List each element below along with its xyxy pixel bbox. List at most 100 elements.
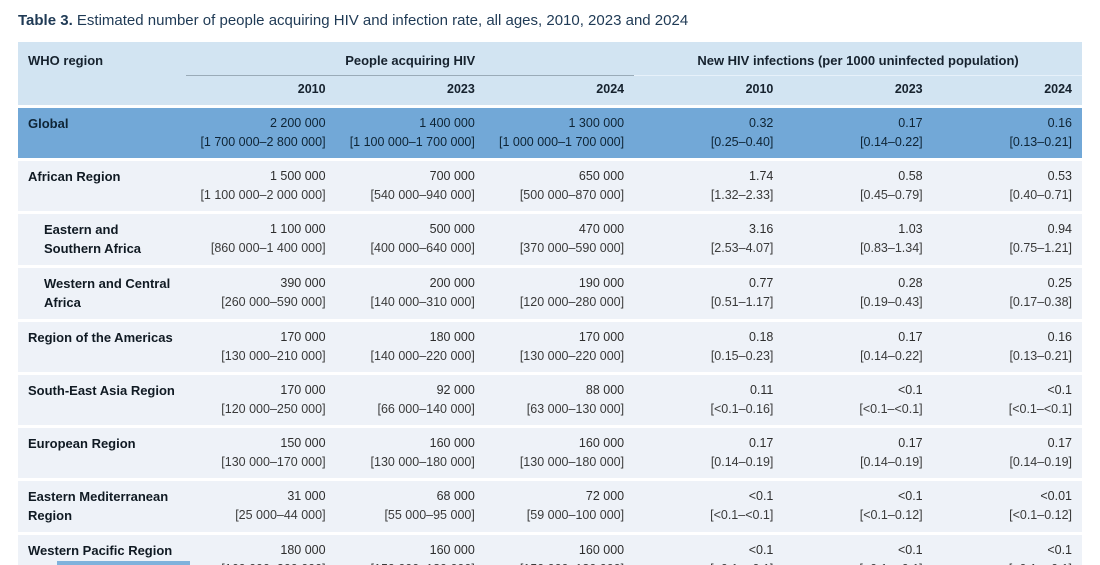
estimate-value: 3.16 (749, 222, 774, 236)
estimate-value: 1 100 000 (269, 222, 326, 236)
value-cell: 1.74 [1.32–2.33] (634, 158, 784, 213)
estimate-range: [63 000–130 000] (526, 402, 625, 416)
table-title: Table 3. Estimated number of people acqu… (18, 12, 1082, 29)
estimate-range: [59 000–100 000] (526, 508, 625, 522)
value-cell: 88 000 [63 000–130 000] (484, 372, 635, 427)
value-cell: 170 000 [120 000–250 000] (186, 372, 336, 427)
estimate-value: <0.01 (1040, 489, 1072, 503)
value-cell: 72 000 [59 000–100 000] (484, 478, 635, 534)
region-name: Eastern Mediterranean Region (18, 478, 187, 534)
estimate-value: 0.17 (898, 330, 923, 344)
value-cell: 170 000 [130 000–210 000] (186, 319, 336, 374)
estimate-range: [120 000–250 000] (221, 402, 326, 416)
estimate-range: [<0.1–0.16] (710, 402, 774, 416)
value-cell: 470 000 [370 000–590 000] (484, 211, 635, 267)
region-name: African Region (18, 158, 187, 213)
estimate-range: [400 000–640 000] (370, 241, 475, 255)
estimate-value: 160 000 (429, 543, 475, 557)
estimate-value: 160 000 (429, 436, 475, 450)
region-name: Western Pacific Region (18, 532, 187, 565)
value-cell: 3.16 [2.53–4.07] (634, 211, 784, 267)
estimate-range: [0.75–1.21] (1009, 241, 1072, 255)
estimate-range: [66 000–140 000] (377, 402, 475, 416)
estimate-value: 150 000 (280, 436, 326, 450)
estimate-range: [140 000–220 000] (370, 349, 475, 363)
value-cell: 2 200 000 [1 700 000–2 800 000] (186, 105, 336, 160)
estimate-value: 0.11 (749, 383, 774, 397)
estimate-range: [<0.1–<0.1] (644, 560, 773, 565)
estimate-value: 1.74 (749, 169, 774, 183)
estimate-value: 160 000 (578, 436, 625, 450)
estimate-value: <0.1 (748, 489, 774, 503)
estimate-value: 0.53 (1047, 169, 1072, 183)
estimate-value: 180 000 (429, 330, 475, 344)
value-cell: 1 100 000 [860 000–1 400 000] (186, 211, 336, 267)
value-cell: 160 000 [150 000–180 000] (484, 532, 635, 565)
estimate-range: [0.83–1.34] (860, 241, 923, 255)
value-cell: 700 000 [540 000–940 000] (335, 158, 485, 213)
estimate-value: 0.17 (1047, 436, 1072, 450)
estimate-range: [<0.1–<0.1] (710, 508, 774, 522)
table-row: European Region 150 000 [130 000–170 000] 1… (18, 425, 1082, 480)
estimate-range: [130 000–180 000] (370, 455, 475, 469)
estimate-value: 88 000 (585, 383, 625, 397)
value-cell: 1 500 000 [1 100 000–2 000 000] (186, 158, 336, 213)
estimate-range: [0.14–0.19] (710, 455, 774, 469)
estimate-range: [150 000–180 000] (346, 560, 475, 565)
estimate-range: [0.19–0.43] (860, 295, 923, 309)
estimate-range: [0.40–0.71] (1009, 188, 1072, 202)
estimate-value: 160 000 (578, 543, 625, 557)
value-cell: 200 000 [140 000–310 000] (335, 265, 485, 321)
estimate-range: [2.53–4.07] (710, 241, 774, 255)
value-cell: 31 000 [25 000–44 000] (186, 478, 336, 534)
estimate-value: 700 000 (429, 169, 475, 183)
estimate-range: [0.14–0.22] (860, 349, 923, 363)
year-header: 2010 (186, 75, 336, 107)
estimate-range: [860 000–1 400 000] (210, 241, 326, 255)
value-cell: 190 000 [120 000–280 000] (484, 265, 635, 321)
year-header: 2024 (484, 75, 635, 107)
year-header: 2024 (932, 75, 1082, 107)
value-cell: 500 000 [400 000–640 000] (335, 211, 485, 267)
estimate-value: 2 200 000 (269, 116, 326, 130)
value-cell: 180 000 [140 000–220 000] (335, 319, 485, 374)
year-header: 2010 (634, 75, 784, 107)
estimate-range: [25 000–44 000] (235, 508, 326, 522)
value-cell: <0.1 [<0.1–<0.1] (932, 372, 1082, 427)
group-header-people-acquiring-hiv: People acquiring HIV (186, 42, 635, 76)
estimate-range: [0.13–0.21] (1009, 135, 1072, 149)
estimate-range: [260 000–590 000] (221, 295, 326, 309)
estimate-value: 92 000 (436, 383, 475, 397)
estimate-range: [150 000–180 000] (495, 560, 624, 565)
estimate-value: 0.25 (1047, 276, 1072, 290)
estimate-value: <0.1 (897, 383, 923, 397)
value-cell: 0.32 [0.25–0.40] (634, 105, 784, 160)
value-cell: 1 400 000 [1 100 000–1 700 000] (335, 105, 485, 160)
table-row: African Region 1 500 000 [1 100 000–2 000 … (18, 158, 1082, 213)
value-cell: 170 000 [130 000–220 000] (484, 319, 635, 374)
estimate-value: 0.18 (749, 330, 774, 344)
value-cell: <0.1 [<0.1–0.12] (783, 478, 933, 534)
estimate-range: [0.45–0.79] (860, 188, 923, 202)
estimate-value: 650 000 (578, 169, 625, 183)
region-name: Eastern and Southern Africa (18, 211, 187, 267)
estimate-value: <0.1 (748, 543, 774, 557)
estimate-range: [0.13–0.21] (1009, 349, 1072, 363)
estimate-value: 0.17 (749, 436, 774, 450)
estimate-range: [130 000–220 000] (519, 349, 625, 363)
value-cell: 0.17 [0.14–0.22] (783, 319, 933, 374)
value-cell: 160 000 [150 000–180 000] (335, 532, 485, 565)
estimate-range: [1 100 000–1 700 000] (349, 135, 475, 149)
value-cell: 0.17 [0.14–0.22] (783, 105, 933, 160)
estimate-value: 31 000 (287, 489, 326, 503)
value-cell: 0.11 [<0.1–0.16] (634, 372, 784, 427)
estimate-range: [0.15–0.23] (710, 349, 774, 363)
estimate-range: [0.17–0.38] (1009, 295, 1072, 309)
estimate-range: [160 000–200 000] (196, 560, 325, 565)
estimate-value: 0.17 (898, 436, 923, 450)
table-header: WHO region People acquiring HIV New HIV … (18, 42, 1082, 107)
value-cell: 0.28 [0.19–0.43] (783, 265, 933, 321)
value-cell: 0.16 [0.13–0.21] (932, 319, 1082, 374)
estimate-range: [130 000–180 000] (519, 455, 625, 469)
table-title-label: Table 3. (18, 12, 73, 29)
